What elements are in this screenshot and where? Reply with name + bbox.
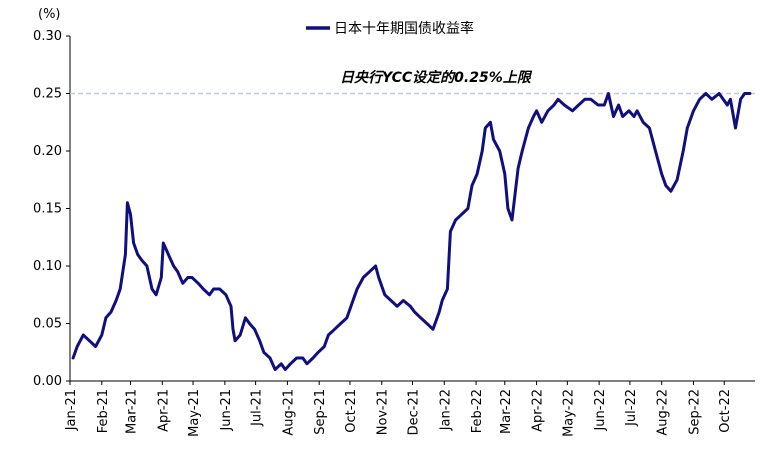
x-tick-label: Jan-22: [438, 389, 453, 431]
x-tick-label: Jul-22: [624, 389, 639, 427]
x-tick-label: Aug-21: [281, 389, 296, 436]
legend-label: 日本十年期国债收益率: [334, 20, 474, 37]
y-tick-label: 0.05: [33, 317, 62, 332]
x-tick-label: Feb-21: [96, 389, 111, 433]
x-tick-label: Apr-22: [531, 389, 546, 432]
x-tick-label: Sep-22: [687, 389, 702, 435]
x-tick-label: Jun-22: [593, 389, 608, 432]
x-tick-label: Feb-22: [470, 389, 485, 433]
y-tick-label: 0.20: [33, 144, 62, 159]
x-axis: Jan-21 Feb-21 Mar-21 Apr-21 May-21 Jun-21 Jul-…: [64, 380, 755, 437]
y-axis-unit-label: (%): [38, 7, 61, 22]
legend: 日本十年期国债收益率: [306, 20, 474, 37]
y-axis: 0.00 0.05 0.10 0.15 0.20 0.25 0.30: [33, 29, 71, 389]
x-tick-label: Oct-21: [344, 389, 359, 433]
y-tick-label: 0.25: [33, 87, 62, 102]
y-tick-label: 0.00: [33, 374, 62, 389]
y-tick-label: 0.15: [33, 202, 62, 217]
x-tick-label: Aug-22: [656, 389, 671, 436]
y-tick-label: 0.30: [33, 29, 62, 44]
series-line-jgb-10y-yield: [71, 92, 752, 371]
x-tick-label: Dec-21: [407, 389, 422, 435]
x-tick-label: Jan-21: [64, 389, 79, 431]
x-tick-label: Jul-21: [250, 389, 265, 427]
x-tick-label: Apr-21: [156, 389, 171, 432]
x-tick-label: Oct-22: [718, 389, 733, 433]
x-tick-label: Mar-22: [499, 389, 514, 434]
x-tick-label: May-22: [561, 389, 576, 437]
x-tick-label: Mar-21: [125, 389, 140, 434]
y-tick-label: 0.10: [33, 259, 62, 274]
x-tick-label: Sep-21: [313, 389, 328, 435]
x-tick-label: Jun-21: [219, 389, 234, 432]
ycc-cap-annotation: 日央行YCC设定的0.25%上限: [340, 69, 533, 86]
x-tick-label: May-21: [187, 389, 202, 437]
x-tick-label: Nov-21: [376, 389, 391, 435]
